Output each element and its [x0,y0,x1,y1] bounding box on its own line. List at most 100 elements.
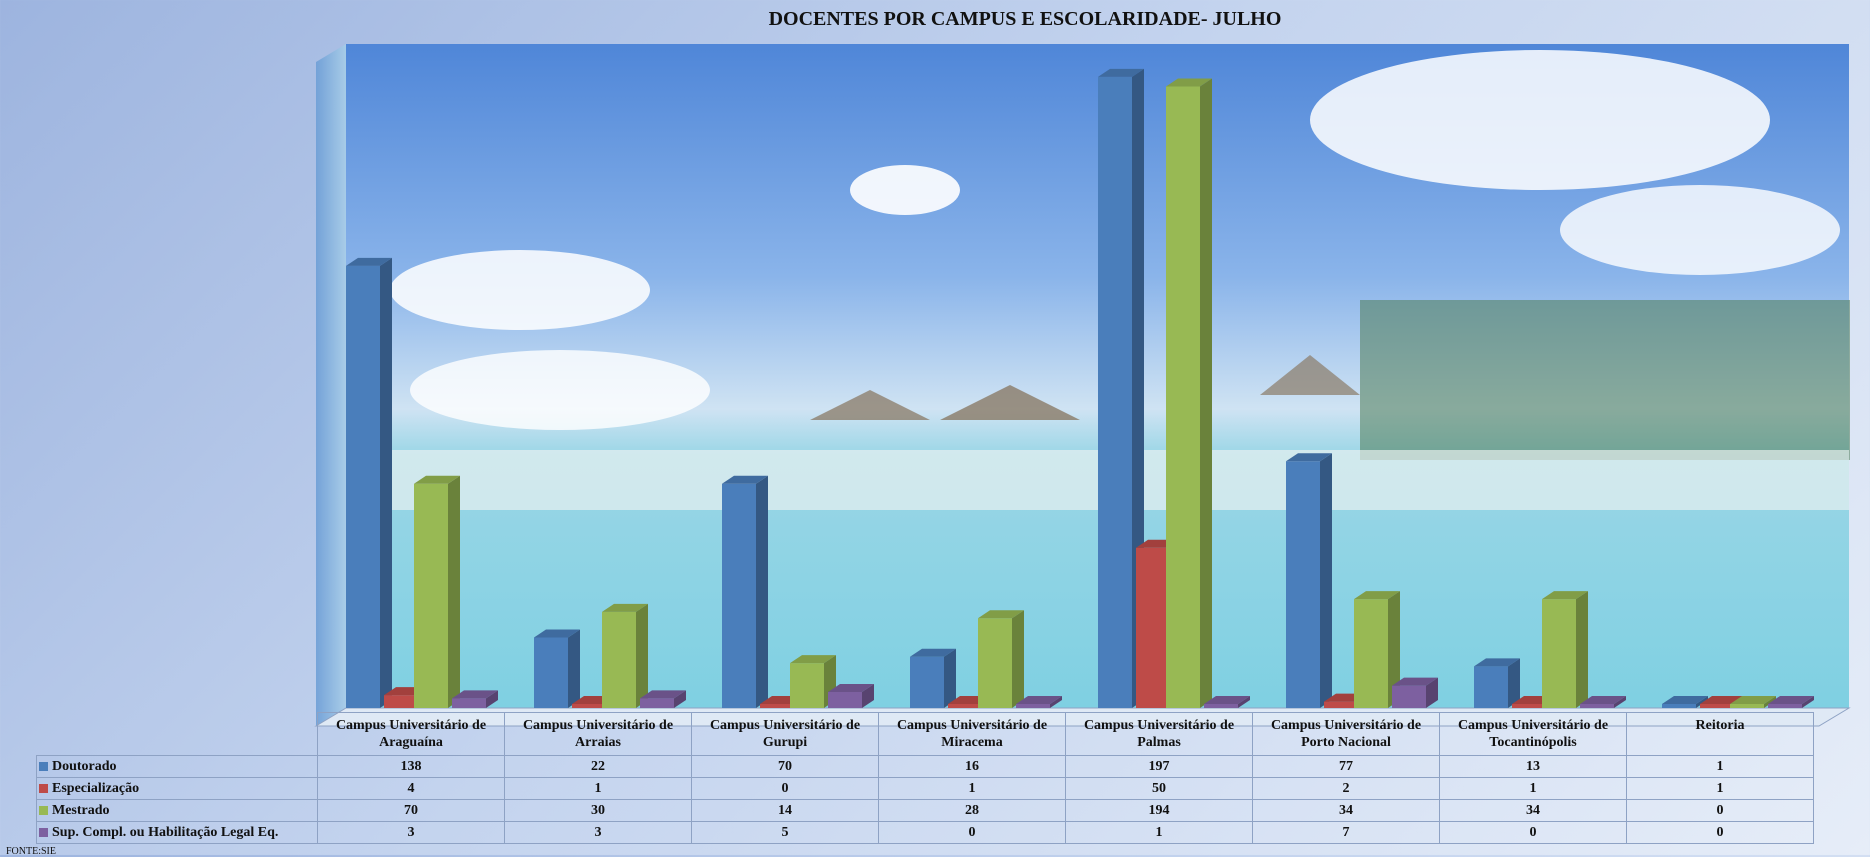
bar-top [452,690,498,699]
bar-front [640,698,674,708]
bar-side [1320,453,1332,708]
bar-side [944,648,956,708]
category-label-5: Campus Universitário de Palmas [1065,712,1253,756]
bar-side [1200,78,1212,709]
category-label-8: Reitoria [1626,712,1814,756]
bar-top [910,648,956,657]
umbrella [940,385,1080,420]
bar-front [1204,704,1238,708]
bar-side [1012,610,1024,708]
bar-front [1324,701,1358,708]
bar-3-6 [1354,591,1400,708]
bar-top [722,475,768,484]
bar-front [1768,704,1802,708]
data-label: 1 [1065,821,1253,844]
bar-front [910,656,944,708]
bar-top [978,610,1024,619]
data-label: 50 [1065,777,1253,800]
legend-entry-2: Especialização [36,777,318,800]
bar-side [674,690,686,708]
bar-3-3 [790,655,836,708]
bar-3-2 [602,603,648,708]
data-label: 28 [878,799,1066,822]
bar-side [1050,696,1062,708]
legend-key-icon [39,784,48,794]
legend-label: Mestrado [52,803,110,818]
table-row: Doutorado 138 22 70 16 197 77 13 1 [36,755,1814,778]
bar-front [1700,704,1734,708]
data-label: 14 [691,799,879,822]
bar-top [1166,78,1212,87]
bar-front [1098,76,1132,709]
data-label: 4 [317,777,505,800]
bar-front [828,691,862,708]
bar-1-5 [1098,68,1144,709]
bar-front [722,483,756,708]
bar-top [1662,696,1708,704]
bar-front [1016,704,1050,708]
bar-3-7 [1542,591,1588,708]
data-label: 1 [1626,777,1814,800]
data-label: 1 [1626,755,1814,778]
bar-top [640,690,686,699]
bar-front [790,663,824,708]
bar-top [790,655,836,664]
bar-side [862,683,874,708]
data-label: 22 [504,755,692,778]
bar-side [1576,591,1588,708]
bar-front [1166,86,1200,709]
bar-side [1764,696,1776,708]
cloud [390,250,650,330]
data-label: 34 [1439,799,1627,822]
bar-side [486,690,498,708]
data-label: 197 [1065,755,1253,778]
bar-4-3 [828,683,874,708]
data-label: 0 [1439,821,1627,844]
data-label: 138 [317,755,505,778]
category-label-6: Campus Universitário de Porto Nacional [1252,712,1440,756]
bar-1-2 [534,629,580,708]
data-label: 1 [1439,777,1627,800]
bar-top [1768,696,1814,704]
legend-label: Doutorado [52,759,117,774]
table-row: Mestrado 70 30 14 28 194 34 34 0 [36,799,1814,822]
beach [346,450,1849,510]
bar-side [1426,677,1438,708]
bar-front [1474,666,1508,708]
bar-4-7 [1580,696,1626,708]
bar-3-8 [1730,696,1776,708]
data-label: 70 [317,799,505,822]
bar-1-4 [910,648,956,708]
table-row: Sup. Compl. ou Habilitação Legal Eq. 3 3 5 0… [36,821,1814,844]
bar-top [1286,453,1332,462]
bar-front [760,704,794,708]
bar-front [1730,704,1764,708]
bar-front [1580,704,1614,708]
data-label: 0 [1626,799,1814,822]
legend-entry-1: Doutorado [36,755,318,778]
bar-side [1696,696,1708,708]
umbrella [810,390,930,420]
bar-4-8 [1768,696,1814,708]
bar-front [1136,547,1170,708]
bar-front [978,618,1012,708]
bar-side [1388,591,1400,708]
bar-front [346,265,380,708]
bar-3-4 [978,610,1024,708]
cloud [410,350,710,430]
data-label: 3 [504,821,692,844]
bar-front [414,483,448,708]
cloud [850,165,960,215]
source-note: FONTE:SIE [6,846,56,857]
legend-key-icon [39,828,48,838]
bar-top [828,683,874,692]
bar-front [572,704,606,708]
bar-top [1730,696,1776,704]
bar-top [1354,591,1400,600]
bar-front [1392,685,1426,708]
data-label: 30 [504,799,692,822]
bar-top [1098,68,1144,77]
data-label: 0 [691,777,879,800]
bar-3-5 [1166,78,1212,709]
bar-1-8 [1662,696,1708,708]
